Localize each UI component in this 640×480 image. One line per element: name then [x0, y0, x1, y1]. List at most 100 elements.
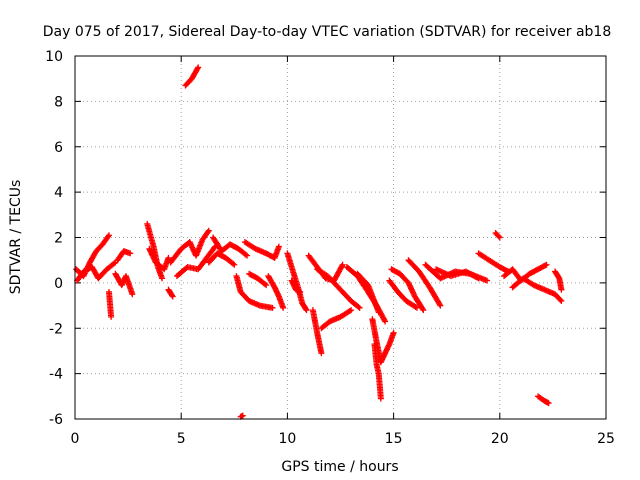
y-tick-label: -6 [49, 412, 63, 428]
x-tick-label: 20 [491, 431, 509, 447]
data-point [111, 260, 118, 267]
data-point [474, 274, 481, 281]
data-point [303, 307, 310, 314]
data-point [339, 261, 346, 268]
data-point [159, 275, 166, 282]
chart-title: Day 075 of 2017, Sidereal Day-to-day VTE… [43, 24, 612, 40]
data-series-segment-21 [318, 307, 355, 332]
data-point [230, 260, 237, 267]
data-point [194, 65, 201, 72]
data-point [558, 298, 565, 305]
data-point [302, 305, 309, 312]
x-tick-label: 10 [278, 431, 296, 447]
data-series-segment-14 [246, 270, 270, 289]
data-point [346, 307, 353, 314]
data-point [105, 232, 112, 239]
data-series-segment-31 [475, 250, 512, 275]
data-series-segment-12 [233, 273, 276, 311]
data-point [280, 304, 287, 311]
data-series-segment-13 [241, 239, 282, 261]
y-tick-label: 10 [45, 49, 63, 65]
data-series-segment-27 [388, 266, 427, 314]
data-series-segment-23 [354, 270, 382, 316]
data-point [244, 252, 251, 259]
data-series-segment-4 [114, 248, 134, 264]
data-series-segment-16 [284, 250, 310, 314]
data-point [165, 254, 172, 261]
x-tick-label: 25 [597, 431, 615, 447]
data-series-segment-15 [265, 273, 287, 311]
data-series-segment-17 [288, 277, 304, 295]
data-series-segment-2 [105, 288, 115, 320]
data-series-segment-8 [167, 227, 212, 266]
data-point [558, 286, 565, 293]
y-tick-label: 6 [54, 140, 63, 156]
data-point [375, 309, 382, 316]
data-point [338, 263, 345, 270]
data-series-segment-10 [205, 250, 238, 268]
x-tick-label: 5 [177, 431, 186, 447]
data-point [496, 234, 503, 241]
plot-area-border [74, 55, 607, 420]
data-point [382, 318, 389, 325]
data-point [127, 250, 134, 257]
x-axis-label: GPS time / hours [281, 459, 398, 475]
data-point [318, 350, 325, 357]
x-tick-label: 15 [385, 431, 403, 447]
data-point [242, 251, 249, 258]
data-point [261, 281, 268, 288]
data-series-segment-35 [552, 268, 565, 293]
data-point [231, 261, 238, 268]
data-series-segment-30 [433, 266, 482, 282]
data-series-segment-11 [210, 234, 251, 259]
data-point [412, 303, 419, 310]
data-point [377, 395, 384, 402]
axis-ticks: 0 5 10 15 20 25 -6 -4 -2 0 2 4 6 8 10 [45, 49, 615, 447]
data-point [263, 282, 270, 289]
data-point [195, 64, 202, 71]
data-series-segment-32 [492, 229, 503, 241]
data-point [275, 243, 282, 250]
y-tick-label: 0 [54, 276, 63, 292]
data-point [475, 275, 482, 282]
data-point [437, 302, 444, 309]
data-series-segment-5 [144, 220, 166, 282]
grid [75, 56, 606, 419]
data-point [390, 329, 397, 336]
data-point [495, 233, 502, 240]
y-axis-label: SDTVAR / TECUs [8, 180, 24, 295]
data-point [239, 412, 246, 419]
data-point [557, 296, 564, 303]
data-point [543, 261, 550, 268]
data-point [436, 301, 443, 308]
y-tick-label: 2 [54, 231, 63, 247]
data-point [204, 228, 211, 235]
data-point [348, 307, 355, 314]
data-series-segment-9 [173, 243, 219, 280]
data-series-segment-28 [405, 257, 444, 309]
data-series-segment-37 [237, 412, 246, 420]
data-point [269, 304, 276, 311]
data-series-segment-22 [343, 263, 389, 325]
y-tick-label: -2 [49, 321, 63, 337]
y-tick-label: -4 [49, 367, 63, 383]
data-point [168, 292, 175, 299]
data-point [356, 304, 363, 311]
data-point [105, 233, 112, 240]
data-series-segment-26 [386, 277, 420, 311]
data-point [381, 317, 388, 324]
data-point [484, 277, 491, 284]
data-series-segment-25 [371, 341, 384, 402]
data-series-segment-18 [305, 252, 346, 284]
data-series-segment-38 [535, 393, 552, 407]
data-series-segment-7 [165, 286, 176, 300]
data-series-segment-6 [146, 245, 172, 273]
data-series-segment-19 [309, 307, 325, 357]
data-series-segment-1 [74, 259, 119, 284]
data-point [129, 291, 136, 298]
y-tick-label: 4 [54, 185, 63, 201]
data-point [355, 303, 362, 310]
data-point [420, 307, 427, 314]
data-point [108, 313, 115, 320]
